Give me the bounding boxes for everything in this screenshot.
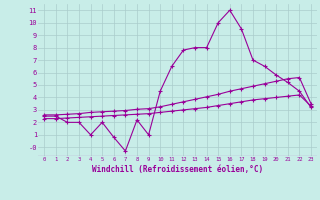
X-axis label: Windchill (Refroidissement éolien,°C): Windchill (Refroidissement éolien,°C) [92, 165, 263, 174]
